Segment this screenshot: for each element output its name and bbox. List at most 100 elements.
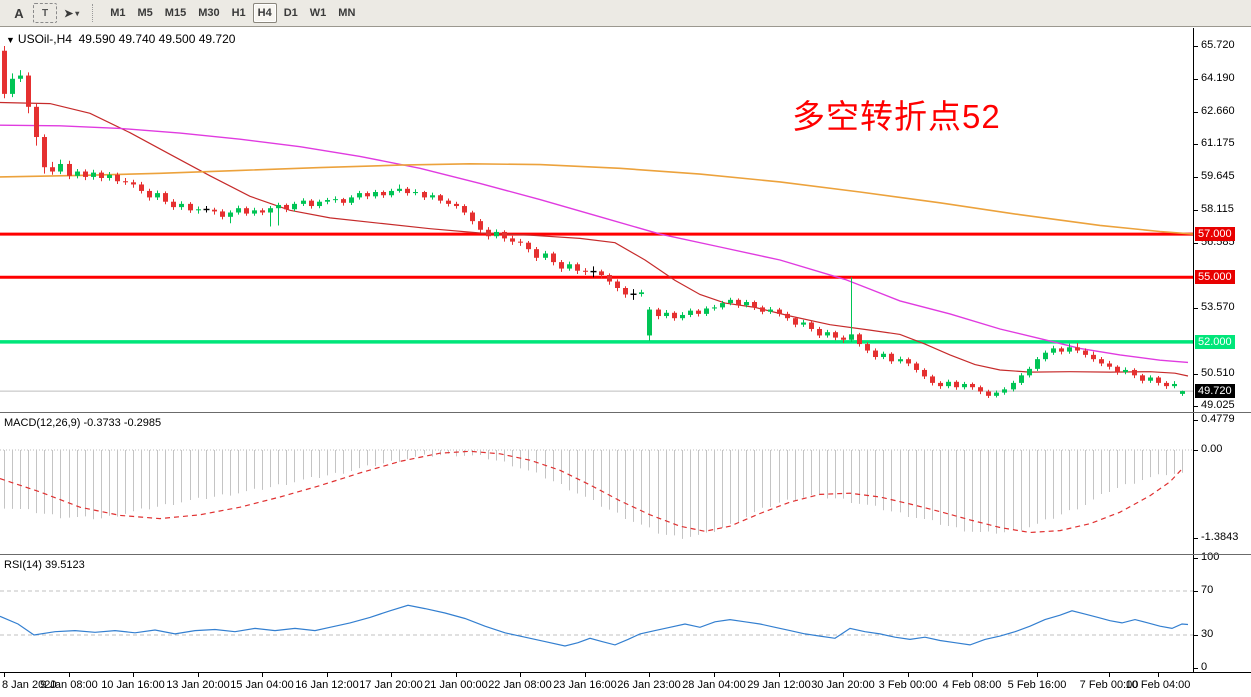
arrow-text-tool-button[interactable]: A: [14, 5, 24, 21]
time-tick-mark: [585, 673, 586, 677]
time-label: 5 Feb 16:00: [1007, 679, 1067, 691]
rsi-indicator-label: RSI(14) 39.5123: [4, 559, 85, 571]
price-tick-label: 62.660: [1201, 105, 1235, 117]
timeframe-button-mn[interactable]: MN: [338, 7, 356, 19]
toolbar-separator: [92, 4, 99, 22]
time-label: 30 Jan 20:00: [811, 679, 875, 691]
time-tick-mark: [456, 673, 457, 677]
time-label: 7 Feb 00:00: [1079, 679, 1139, 691]
dropdown-caret-icon: ▾: [75, 8, 80, 18]
axis-tick-mark: [1194, 46, 1198, 47]
axis-tick-mark: [1194, 79, 1198, 80]
price-tick-label: 59.645: [1201, 170, 1235, 182]
symbol-dropdown-icon[interactable]: ▼: [6, 35, 15, 45]
rsi-tick-label: 100: [1201, 551, 1220, 563]
price-tick-label: 49.025: [1201, 399, 1235, 411]
time-label: 16 Jan 12:00: [295, 679, 359, 691]
axis-tick-mark: [1194, 177, 1198, 178]
rsi-tick-label: 30: [1201, 628, 1214, 640]
time-label: 8 Jan 2020: [2, 679, 57, 691]
medium-ma-magenta: [0, 124, 1189, 364]
price-tick-label: 58.115: [1201, 203, 1234, 215]
axis-tick-mark: [1194, 144, 1198, 145]
axis-tick-mark: [1194, 112, 1198, 113]
axis-tick-mark: [1194, 635, 1198, 636]
time-label: 3 Feb 00:00: [878, 679, 938, 691]
time-label: 15 Jan 04:00: [230, 679, 294, 691]
time-tick-mark: [714, 673, 715, 677]
price-badge-49.720: 49.720: [1195, 384, 1235, 398]
macd-tick-label: -1.3843: [1201, 531, 1239, 543]
time-tick-mark: [1109, 673, 1110, 677]
price-tick-label: 50.510: [1201, 367, 1235, 379]
timeframe-button-w1[interactable]: W1: [309, 7, 327, 19]
axis-tick-mark: [1194, 210, 1198, 211]
macd-values: -0.3733 -0.2985: [83, 417, 162, 429]
slow-ma-orange: [0, 162, 1193, 235]
axis-tick-mark: [1194, 406, 1198, 407]
rsi-tick-label: 70: [1201, 584, 1214, 596]
time-tick-mark: [972, 673, 973, 677]
annotation-text[interactable]: 多空转折点52: [792, 98, 1001, 135]
time-tick-mark: [843, 673, 844, 677]
time-label: 28 Jan 04:00: [682, 679, 746, 691]
time-tick-mark: [133, 673, 134, 677]
rsi-value: 39.5123: [44, 559, 85, 571]
time-label: 26 Jan 23:00: [617, 679, 681, 691]
time-label: 29 Jan 12:00: [747, 679, 811, 691]
timeframe-button-h1[interactable]: H1: [231, 7, 246, 19]
axis-tick-mark: [1194, 374, 1198, 375]
timeframe-button-m5[interactable]: M5: [137, 7, 153, 19]
price-badge-55.000: 55.000: [1195, 270, 1235, 284]
panel-separator-rsi[interactable]: [0, 554, 1251, 555]
time-tick-mark: [198, 673, 199, 677]
price-tick-label: 61.175: [1201, 137, 1235, 149]
time-tick-mark: [779, 673, 780, 677]
macd-panel-canvas[interactable]: [0, 413, 1193, 553]
price-axis[interactable]: 65.720 64.190 62.660 61.175 59.645 58.115 56.5…: [1193, 28, 1251, 673]
fast-ma-red: [0, 101, 1189, 377]
rsi-tick-label: 0: [1201, 661, 1208, 673]
time-label: 21 Jan 00:00: [424, 679, 488, 691]
price-badge-57.000: 57.000: [1195, 227, 1235, 241]
toolbar: A T ➤ ▾ M1 M5 M15 M30 H1 H4 D1 W1 MN: [0, 0, 1251, 27]
rsi-line: [0, 604, 1189, 647]
timeframe-button-h4[interactable]: H4: [252, 3, 277, 23]
time-tick-mark: [649, 673, 650, 677]
ohlc-readout: 49.590 49.740 49.500 49.720: [78, 32, 236, 46]
symbol-period-label: USOil-,H4: [17, 32, 72, 46]
axis-tick-mark: [1194, 538, 1198, 539]
panel-separator-macd[interactable]: [0, 412, 1251, 413]
axis-tick-mark: [1194, 243, 1198, 244]
price-tick-label: 65.720: [1201, 39, 1235, 51]
timeframe-button-m1[interactable]: M1: [110, 7, 126, 19]
axis-tick-mark: [1194, 558, 1198, 559]
time-tick-mark: [69, 673, 70, 677]
text-label-tool-button[interactable]: T: [33, 3, 57, 23]
time-tick-mark: [262, 673, 263, 677]
time-label: 4 Feb 08:00: [942, 679, 1002, 691]
time-label: 17 Jan 20:00: [359, 679, 423, 691]
time-label: 13 Jan 20:00: [166, 679, 230, 691]
axis-tick-mark: [1194, 308, 1198, 309]
time-tick-mark: [391, 673, 392, 677]
tool-buttons-group: A T ➤ ▾: [0, 3, 85, 23]
price-tick-label: 64.190: [1201, 72, 1235, 84]
shapes-tool-button[interactable]: ➤ ▾: [64, 7, 80, 20]
time-label: 9 Jan 08:00: [40, 679, 98, 691]
timeframe-button-d1[interactable]: D1: [283, 7, 298, 19]
time-tick-mark: [1158, 673, 1159, 677]
chart-window: ▼ USOil-,H4 49.590 49.740 49.500 49.720 多…: [0, 28, 1251, 697]
timeframe-button-m15[interactable]: M15: [164, 7, 187, 19]
macd-indicator-label: MACD(12,26,9) -0.3733 -0.2985: [4, 417, 162, 429]
time-axis[interactable]: 8 Jan 2020 9 Jan 08:00 10 Jan 16:00 13 Jan …: [0, 672, 1251, 697]
time-label: 23 Jan 16:00: [553, 679, 617, 691]
axis-tick-mark: [1194, 591, 1198, 592]
time-label: 10 Feb 04:00: [1125, 679, 1191, 691]
time-tick-mark: [908, 673, 909, 677]
time-label: 10 Jan 16:00: [101, 679, 165, 691]
rsi-panel-canvas[interactable]: [0, 555, 1193, 671]
timeframe-button-m30[interactable]: M30: [198, 7, 220, 19]
macd-signal-line: [0, 450, 1183, 534]
main-chart-canvas[interactable]: [0, 28, 1193, 412]
